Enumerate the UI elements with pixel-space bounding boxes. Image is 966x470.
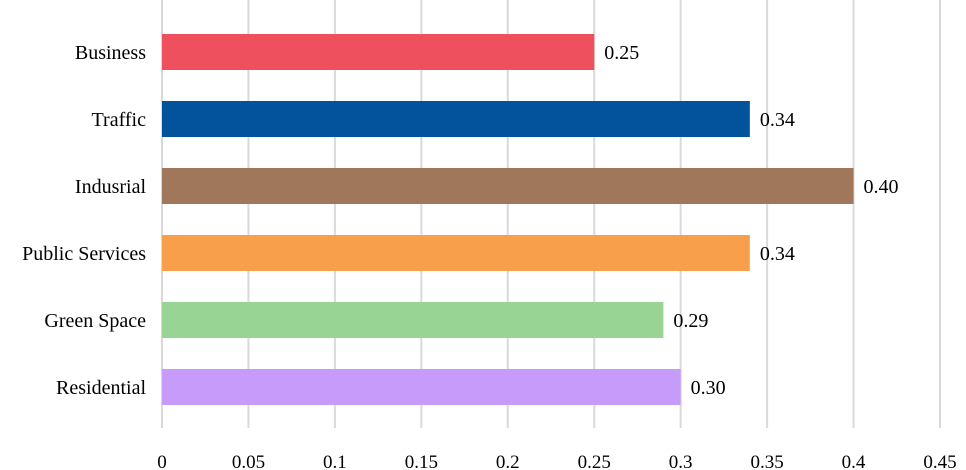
category-label: Residential (56, 377, 146, 399)
value-label: 0.34 (760, 243, 795, 265)
bar-layer (162, 34, 854, 405)
grid-layer (161, 0, 941, 428)
value-label: 0.30 (691, 377, 726, 399)
category-label: Traffic (92, 109, 147, 131)
bar-public-services (162, 235, 750, 271)
value-label: 0.25 (604, 42, 639, 64)
bar-indusrial (162, 168, 854, 204)
x-tick-label: 0.25 (578, 452, 611, 470)
x-tick-label: 0.05 (232, 452, 265, 470)
category-label: Indusrial (75, 176, 147, 198)
category-labels: Business Traffic Indusrial Public Services G… (22, 42, 146, 399)
value-label: 0.34 (760, 109, 795, 131)
x-tick-label: 0.2 (496, 452, 520, 470)
bar-residential (162, 369, 681, 405)
value-labels: 0.25 0.34 0.40 0.34 0.29 0.30 (604, 42, 898, 399)
x-tick-label: 0.4 (842, 452, 866, 470)
value-label: 0.29 (673, 310, 708, 332)
x-axis-tick-labels: 0 0.05 0.1 0.15 0.2 0.25 0.3 0.35 0.4 0.45 (157, 452, 956, 470)
category-label: Green Space (44, 310, 146, 332)
x-tick-label: 0.15 (405, 452, 438, 470)
bar-green-space (162, 302, 664, 338)
x-tick-label: 0.45 (923, 452, 956, 470)
value-label: 0.40 (864, 176, 899, 198)
bar-business (162, 34, 595, 70)
x-tick-label: 0 (157, 452, 167, 470)
x-tick-label: 0.1 (323, 452, 347, 470)
bar-traffic (162, 101, 750, 137)
x-tick-label: 0.35 (750, 452, 783, 470)
x-tick-label: 0.3 (669, 452, 693, 470)
category-label: Public Services (22, 243, 146, 265)
category-label: Business (75, 42, 146, 64)
